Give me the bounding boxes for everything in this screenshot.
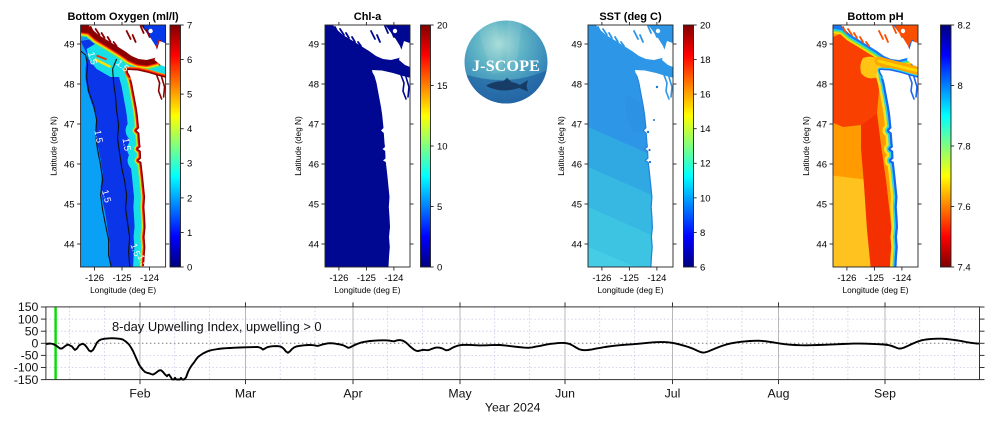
svg-text:-124: -124: [384, 273, 403, 284]
svg-text:6: 6: [700, 262, 705, 273]
svg-text:-126: -126: [592, 273, 611, 284]
svg-text:-126: -126: [329, 273, 348, 284]
svg-text:10: 10: [700, 193, 711, 204]
svg-text:48: 48: [64, 79, 75, 90]
svg-text:-124: -124: [647, 273, 666, 284]
svg-text:44: 44: [64, 239, 75, 250]
svg-text:47: 47: [308, 119, 319, 130]
svg-text:SST (deg C): SST (deg C): [599, 11, 662, 23]
svg-text:0: 0: [32, 337, 39, 351]
svg-text:-124: -124: [140, 273, 159, 284]
svg-text:-125: -125: [620, 273, 639, 284]
svg-text:1.5: 1.5: [121, 137, 133, 151]
svg-text:7.4: 7.4: [958, 262, 971, 273]
svg-text:Chl-a: Chl-a: [354, 11, 382, 23]
svg-text:-125: -125: [112, 273, 131, 284]
svg-text:44: 44: [571, 239, 582, 250]
svg-text:7.6: 7.6: [958, 202, 971, 213]
svg-text:-125: -125: [865, 273, 884, 284]
svg-text:15: 15: [437, 81, 448, 92]
svg-text:48: 48: [816, 79, 827, 90]
svg-text:18: 18: [700, 55, 711, 66]
svg-text:1.5: 1.5: [100, 189, 113, 204]
svg-text:48: 48: [308, 79, 319, 90]
svg-text:Latitude (deg N): Latitude (deg N): [293, 116, 303, 176]
svg-text:2: 2: [187, 193, 192, 204]
svg-text:50: 50: [25, 324, 39, 338]
svg-text:49: 49: [308, 39, 319, 50]
svg-text:47: 47: [816, 119, 827, 130]
svg-text:8.2: 8.2: [958, 20, 971, 31]
svg-text:Longitude (deg E): Longitude (deg E): [598, 285, 664, 295]
svg-text:-125: -125: [357, 273, 376, 284]
svg-text:Aug: Aug: [768, 387, 790, 401]
svg-text:Bottom Oxygen (ml/l): Bottom Oxygen (ml/l): [67, 11, 179, 23]
svg-text:45: 45: [308, 199, 319, 210]
svg-text:7.8: 7.8: [958, 141, 971, 152]
svg-text:Longitude (deg E): Longitude (deg E): [843, 285, 909, 295]
svg-text:8: 8: [958, 81, 963, 92]
svg-text:49: 49: [816, 39, 827, 50]
svg-text:5: 5: [187, 90, 192, 101]
svg-text:Sep: Sep: [874, 387, 896, 401]
svg-text:20: 20: [437, 20, 448, 31]
svg-text:May: May: [448, 387, 472, 401]
svg-text:44: 44: [308, 239, 319, 250]
svg-text:Jul: Jul: [665, 387, 681, 401]
svg-text:5: 5: [437, 202, 442, 213]
svg-text:-150: -150: [14, 373, 39, 387]
svg-text:45: 45: [816, 199, 827, 210]
svg-text:49: 49: [64, 39, 75, 50]
svg-text:47: 47: [571, 119, 582, 130]
svg-text:100: 100: [18, 312, 39, 326]
svg-text:Feb: Feb: [129, 387, 150, 401]
svg-text:Latitude (deg N): Latitude (deg N): [556, 116, 566, 176]
svg-text:Mar: Mar: [235, 387, 256, 401]
svg-text:8: 8: [700, 228, 705, 239]
svg-text:-100: -100: [14, 361, 39, 375]
svg-text:45: 45: [571, 199, 582, 210]
svg-text:150: 150: [18, 300, 39, 314]
svg-text:Latitude (deg N): Latitude (deg N): [49, 116, 59, 176]
svg-text:1: 1: [187, 228, 192, 239]
svg-text:1.5: 1.5: [93, 129, 105, 143]
svg-text:-126: -126: [85, 273, 104, 284]
svg-text:10: 10: [437, 141, 448, 152]
svg-text:Latitude (deg N): Latitude (deg N): [801, 116, 811, 176]
svg-text:49: 49: [571, 39, 582, 50]
svg-text:46: 46: [571, 159, 582, 170]
svg-text:47: 47: [64, 119, 75, 130]
svg-text:Jun: Jun: [555, 387, 575, 401]
svg-text:1.5: 1.5: [129, 242, 143, 258]
svg-text:16: 16: [700, 90, 711, 101]
svg-text:46: 46: [64, 159, 75, 170]
svg-text:46: 46: [816, 159, 827, 170]
svg-text:45: 45: [64, 199, 75, 210]
svg-text:20: 20: [700, 20, 711, 31]
svg-text:Longitude (deg E): Longitude (deg E): [90, 285, 156, 295]
svg-text:-50: -50: [21, 349, 39, 363]
svg-text:8-day Upwelling Index, upwelli: 8-day Upwelling Index, upwelling > 0: [112, 319, 322, 334]
svg-text:0: 0: [437, 262, 442, 273]
svg-text:3: 3: [187, 159, 192, 170]
svg-text:1.5: 1.5: [136, 253, 150, 269]
svg-text:14: 14: [700, 124, 711, 135]
svg-text:-126: -126: [837, 273, 856, 284]
svg-text:46: 46: [308, 159, 319, 170]
svg-text:4: 4: [187, 124, 192, 135]
svg-text:12: 12: [700, 159, 711, 170]
svg-text:48: 48: [571, 79, 582, 90]
svg-text:Bottom pH: Bottom pH: [847, 11, 903, 23]
svg-text:-124: -124: [892, 273, 911, 284]
svg-text:Year 2024: Year 2024: [485, 401, 541, 415]
svg-text:Apr: Apr: [343, 387, 362, 401]
svg-text:0: 0: [187, 262, 192, 273]
svg-text:7: 7: [187, 20, 192, 31]
svg-text:1.5: 1.5: [86, 51, 99, 66]
svg-text:6: 6: [187, 55, 192, 66]
svg-text:44: 44: [816, 239, 827, 250]
svg-text:Longitude (deg E): Longitude (deg E): [335, 285, 401, 295]
svg-text:J-SCOPE: J-SCOPE: [472, 58, 540, 75]
